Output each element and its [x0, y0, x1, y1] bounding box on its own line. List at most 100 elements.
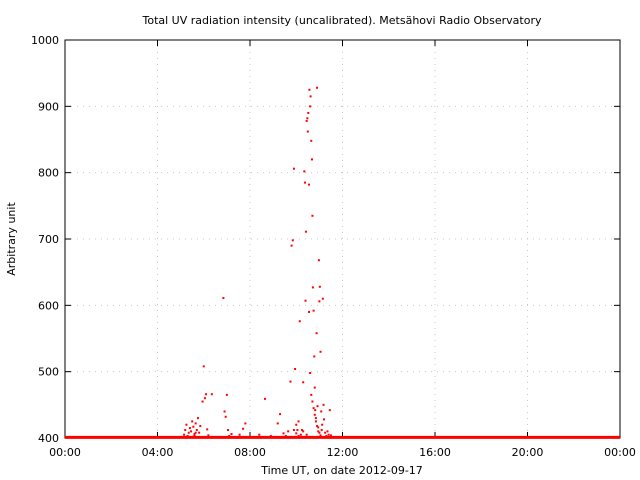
- data-point: [193, 433, 196, 436]
- data-point: [320, 429, 323, 432]
- data-point: [269, 435, 272, 438]
- data-point: [312, 407, 315, 410]
- data-point: [206, 428, 209, 431]
- data-point: [290, 244, 293, 247]
- x-tick-label: 12:00: [327, 446, 359, 459]
- x-axis: 00:00 04:00 08:00 12:00 16:00 20:00 00:00: [49, 40, 636, 459]
- data-point: [190, 430, 193, 433]
- data-point: [297, 420, 300, 423]
- data-point: [184, 429, 187, 432]
- data-point: [329, 434, 332, 437]
- data-point: [258, 433, 261, 436]
- data-point: [307, 111, 310, 114]
- data-point: [309, 95, 312, 98]
- data-point: [311, 214, 314, 217]
- data-point: [195, 429, 198, 432]
- data-point: [224, 415, 227, 418]
- x-axis-label: Time UT, on date 2012-09-17: [260, 464, 423, 477]
- data-point: [244, 422, 247, 425]
- data-point: [299, 433, 302, 436]
- data-point: [292, 167, 295, 170]
- data-point: [318, 431, 321, 434]
- data-point: [188, 427, 191, 430]
- data-point: [203, 397, 206, 400]
- data-point: [326, 430, 329, 433]
- data-point: [294, 368, 297, 371]
- data-point: [313, 386, 316, 389]
- data-point: [315, 332, 318, 335]
- data-point: [316, 425, 319, 428]
- data-point: [304, 230, 307, 233]
- data-point: [238, 433, 241, 436]
- data-point: [302, 381, 305, 384]
- data-point: [201, 400, 204, 403]
- data-point: [306, 130, 309, 133]
- data-point: [323, 418, 325, 421]
- data-point: [317, 430, 320, 433]
- data-point: [199, 425, 202, 428]
- y-tick-label: 1000: [31, 34, 59, 47]
- data-point: [187, 431, 190, 434]
- grid: [65, 40, 620, 438]
- y-tick-label: 700: [38, 233, 59, 246]
- data-series: [65, 86, 620, 439]
- data-point: [327, 433, 330, 436]
- x-tick-label: 16:00: [419, 446, 451, 459]
- data-point: [207, 434, 210, 437]
- data-point: [279, 413, 282, 416]
- data-point: [325, 435, 328, 438]
- data-point: [296, 429, 299, 432]
- data-point: [194, 422, 197, 425]
- data-point: [183, 433, 186, 436]
- data-point: [230, 433, 233, 436]
- y-tick-label: 600: [38, 299, 59, 312]
- data-point: [186, 435, 189, 438]
- data-point: [276, 422, 279, 425]
- data-point: [193, 434, 196, 437]
- data-point: [202, 365, 205, 368]
- data-point: [309, 105, 312, 108]
- data-point: [242, 427, 245, 430]
- data-point: [311, 286, 314, 289]
- data-point: [322, 403, 325, 406]
- data-point: [192, 425, 195, 428]
- data-point: [291, 239, 294, 242]
- data-point: [310, 393, 313, 396]
- data-point: [308, 88, 311, 91]
- x-tick-label: 20:00: [512, 446, 544, 459]
- x-tick-label: 08:00: [234, 446, 266, 459]
- data-point: [282, 432, 285, 435]
- data-point: [313, 413, 316, 416]
- data-point: [205, 393, 208, 396]
- x-tick-label: 00:00: [604, 446, 636, 459]
- data-point: [295, 423, 298, 426]
- data-point: [320, 410, 323, 413]
- data-point: [321, 297, 324, 300]
- data-point: [196, 417, 199, 420]
- data-point: [311, 400, 314, 403]
- data-point: [264, 397, 267, 400]
- data-point: [192, 435, 195, 438]
- data-point: [319, 350, 322, 353]
- data-point: [227, 429, 230, 432]
- data-point: [314, 417, 317, 420]
- data-point: [314, 409, 317, 412]
- data-point: [305, 119, 308, 122]
- data-point: [310, 139, 313, 142]
- y-tick-label: 500: [38, 366, 59, 379]
- y-tick-label: 400: [38, 432, 59, 445]
- data-point: [316, 405, 319, 408]
- data-point: [305, 433, 308, 436]
- data-point: [284, 435, 287, 438]
- data-point: [306, 117, 309, 120]
- data-point: [313, 355, 316, 358]
- data-point: [310, 158, 313, 161]
- data-point: [318, 285, 321, 288]
- data-point: [287, 430, 290, 433]
- data-point: [225, 393, 228, 396]
- data-point: [307, 310, 310, 313]
- y-tick-label: 900: [38, 100, 59, 113]
- data-point: [314, 420, 317, 423]
- data-point: [223, 410, 226, 413]
